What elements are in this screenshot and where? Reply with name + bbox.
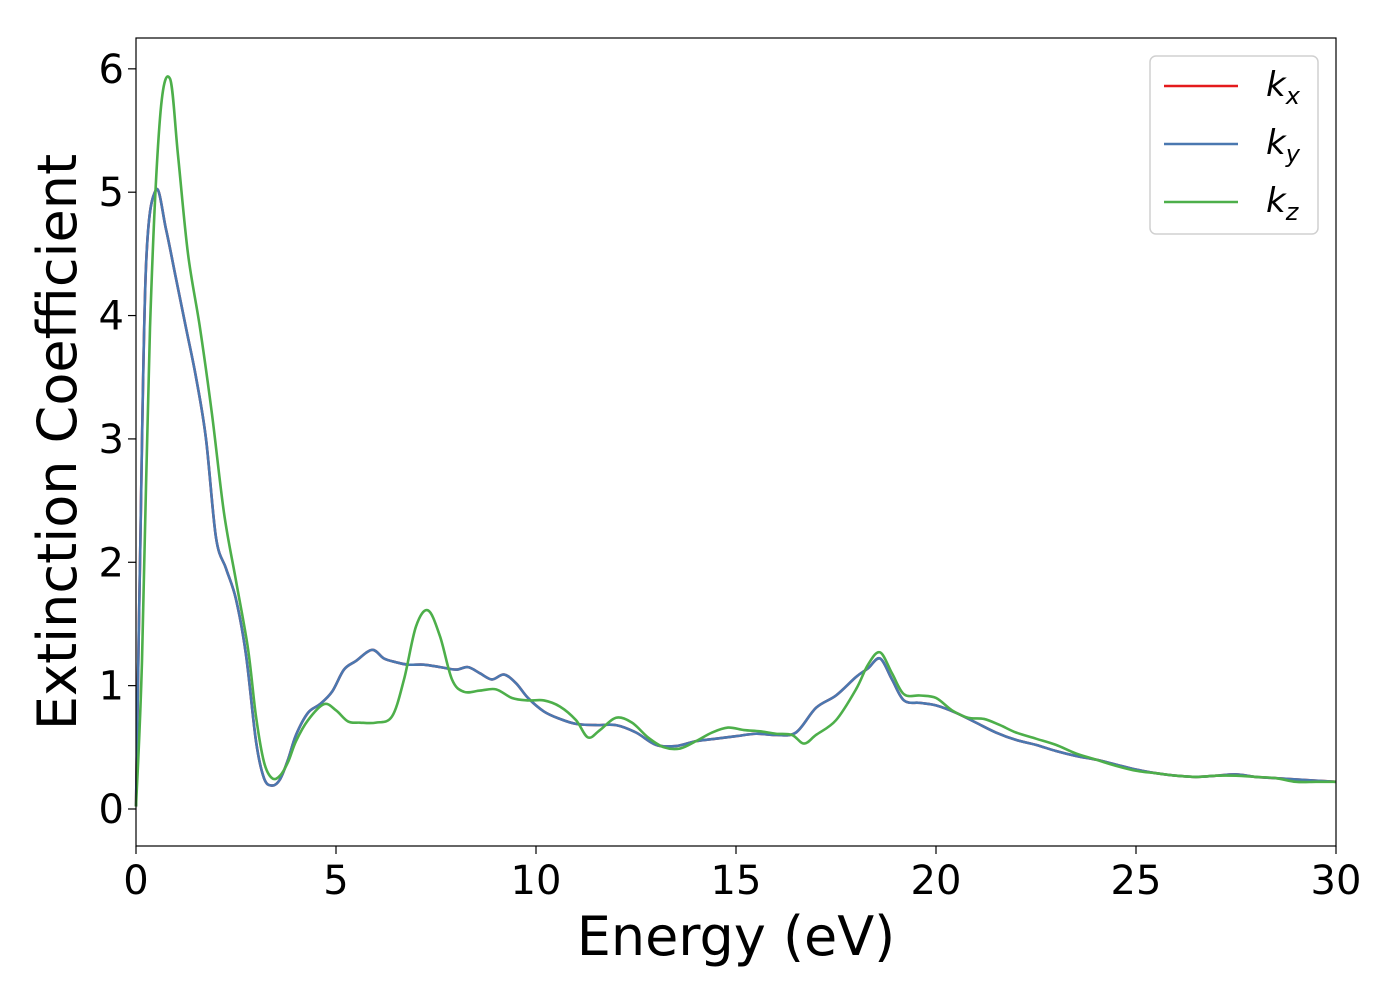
- x-axis-ticks: 0 5 10 15 20 25 30: [123, 846, 1361, 904]
- y-tick-label: 1: [99, 664, 124, 710]
- x-tick-label: 25: [1111, 858, 1162, 904]
- series-layer: [134, 75, 1337, 807]
- x-tick-label: 15: [711, 858, 762, 904]
- series-line-kz: [134, 75, 1336, 807]
- x-tick-label: 0: [123, 858, 148, 904]
- y-tick-label: 2: [99, 540, 124, 586]
- y-tick-label: 3: [99, 417, 124, 463]
- x-tick-label: 30: [1311, 858, 1362, 904]
- y-tick-label: 4: [99, 294, 124, 340]
- x-axis-label: Energy (eV): [577, 905, 896, 968]
- y-axis-label: Extinction Coefficient: [26, 154, 89, 730]
- y-axis-ticks: 0 1 2 3 4 5 6: [99, 47, 136, 833]
- y-tick-label: 6: [99, 47, 124, 93]
- x-tick-label: 10: [511, 858, 562, 904]
- y-tick-label: 5: [99, 170, 124, 216]
- x-tick-label: 20: [911, 858, 962, 904]
- x-tick-label: 5: [323, 858, 348, 904]
- series-line-ky: [134, 187, 1337, 807]
- y-tick-label: 0: [99, 787, 124, 833]
